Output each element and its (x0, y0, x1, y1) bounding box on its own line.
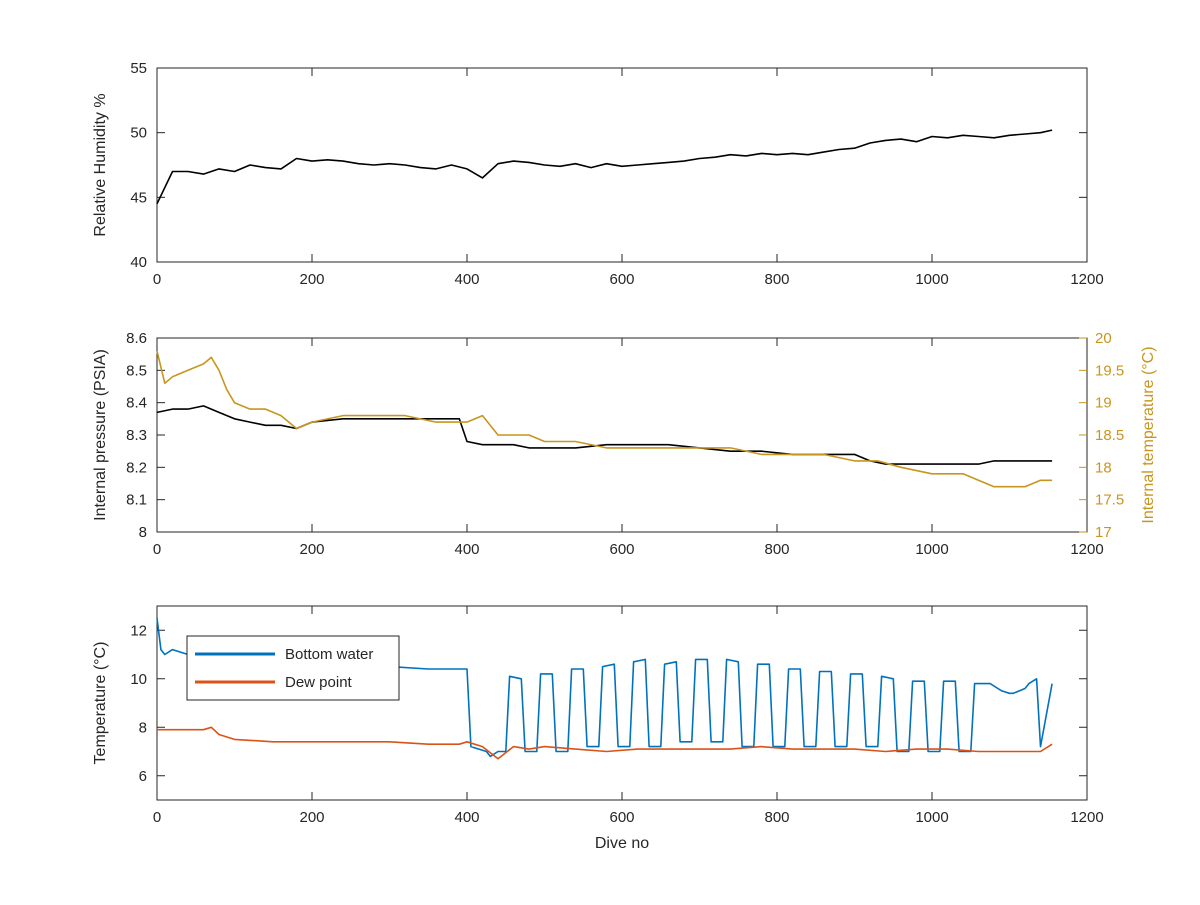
x-tick-label: 800 (764, 541, 789, 558)
series-line-panel2-2 (156, 350, 1053, 488)
y-tick-label: 8.2 (126, 459, 147, 476)
x-tick-label: 200 (299, 541, 324, 558)
y-tick-label: 8 (139, 524, 147, 541)
legend-label: Bottom water (285, 646, 373, 663)
y-tick-label: 12 (130, 622, 147, 639)
chart-panel-1: 0 200 400 600 800 1000 1200 40 45 50 55 Relative Hu… (92, 60, 1104, 288)
y-tick-label-right: 18.5 (1095, 427, 1124, 444)
plot-area (156, 605, 1088, 801)
legend: Bottom water Dew point (186, 635, 400, 701)
y-axis-label: Relative Humidity % (92, 93, 109, 236)
y-tick-label: 8 (139, 719, 147, 736)
x-tick-label: 1000 (915, 271, 948, 288)
x-tick-label: 1000 (915, 541, 948, 558)
x-tick-label: 1200 (1070, 809, 1103, 826)
legend-label: Dew point (285, 674, 353, 691)
y-tick-label: 55 (130, 60, 147, 77)
plot-area (156, 337, 1088, 533)
series-line-panel1-1 (156, 129, 1053, 205)
y-tick-label: 10 (130, 671, 147, 688)
legend-box (186, 635, 400, 701)
y-axis-label-right: Internal temperature (°C) (1140, 346, 1157, 523)
y-tick-label-right: 18 (1095, 459, 1112, 476)
y-tick-label-right: 19 (1095, 395, 1112, 412)
x-axis-label: Dive no (595, 835, 649, 852)
y-tick-label: 8.5 (126, 362, 147, 379)
chart-panel-2: 0 200 400 600 800 1000 1200 8 8.1 8.2 8.3 8.4 8.5 8.6… (92, 330, 1157, 558)
x-tick-label: 0 (153, 809, 161, 826)
series-line-panel2-1 (156, 405, 1053, 465)
x-tick-label: 0 (153, 541, 161, 558)
y-tick-label-right: 19.5 (1095, 362, 1124, 379)
x-tick-label: 0 (153, 271, 161, 288)
y-tick-label: 6 (139, 768, 147, 785)
y-tick-label-right: 17.5 (1095, 492, 1124, 509)
x-tick-label: 400 (454, 271, 479, 288)
y-axis-label: Temperature (°C) (92, 642, 109, 765)
y-tick-label-right: 17 (1095, 524, 1112, 541)
y-axis-label: Internal pressure (PSIA) (92, 349, 109, 521)
chart-panel-3: 0 200 400 600 800 1000 1200 6 8 10 12 Temperature (… (92, 605, 1104, 852)
x-tick-label: 400 (454, 541, 479, 558)
series-line-bottom-water (156, 618, 1053, 758)
x-tick-label: 200 (299, 809, 324, 826)
x-tick-label: 800 (764, 271, 789, 288)
y-tick-label: 8.1 (126, 492, 147, 509)
x-tick-label: 1200 (1070, 271, 1103, 288)
x-tick-label: 400 (454, 809, 479, 826)
x-tick-label: 200 (299, 271, 324, 288)
y-tick-label: 8.6 (126, 330, 147, 347)
series-line-dew-point (157, 726, 1053, 760)
y-tick-label: 40 (130, 254, 147, 271)
plot-area (156, 67, 1088, 263)
x-tick-label: 1200 (1070, 541, 1103, 558)
x-tick-label: 800 (764, 809, 789, 826)
x-tick-label: 1000 (915, 809, 948, 826)
x-tick-label: 600 (609, 271, 634, 288)
y-tick-label: 50 (130, 125, 147, 142)
y-tick-label-right: 20 (1095, 330, 1112, 347)
y-tick-label: 8.3 (126, 427, 147, 444)
x-tick-label: 600 (609, 809, 634, 826)
y-tick-label: 45 (130, 189, 147, 206)
x-tick-label: 600 (609, 541, 634, 558)
y-tick-label: 8.4 (126, 395, 147, 412)
